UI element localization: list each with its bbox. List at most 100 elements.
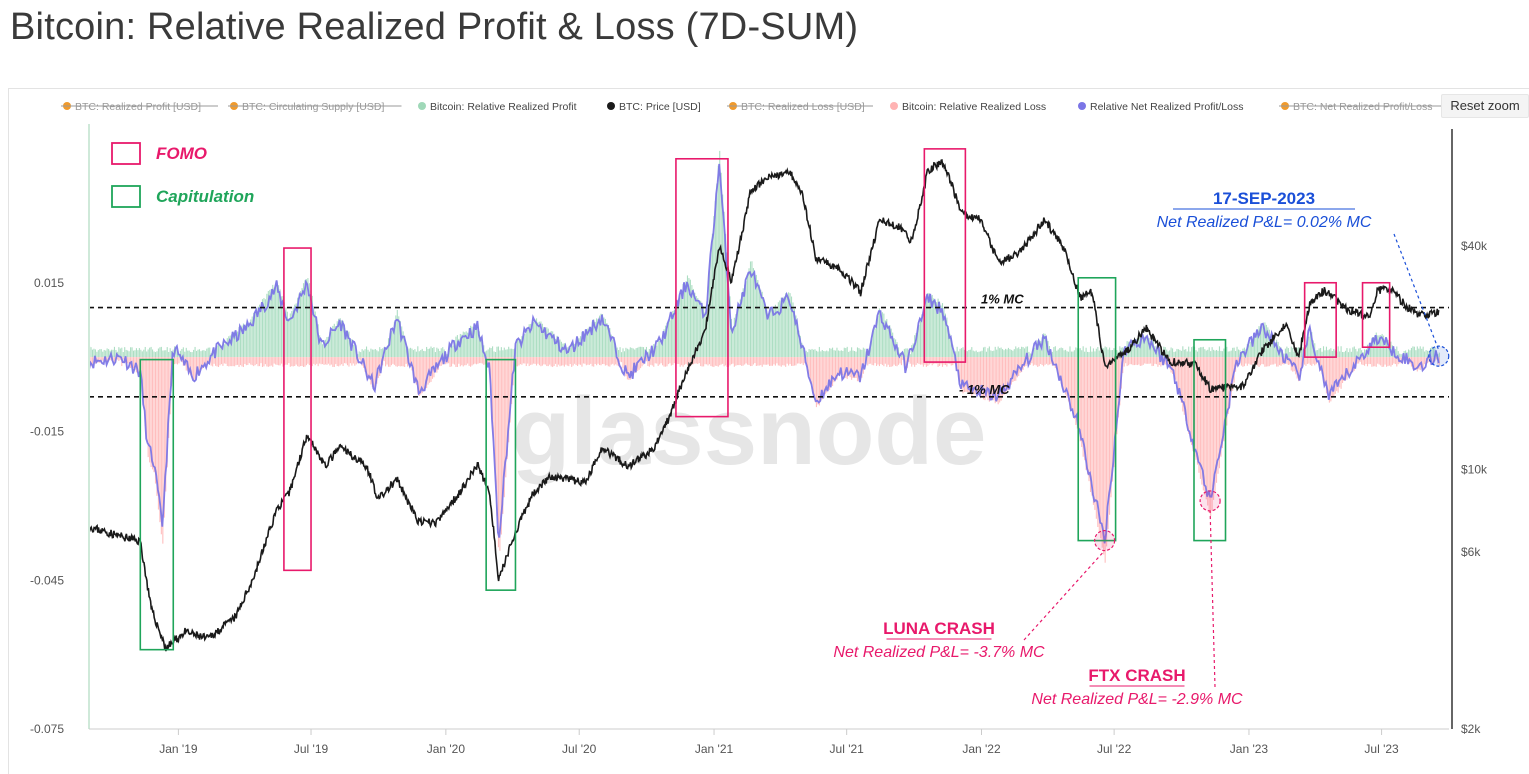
- profit-bar: [1166, 349, 1168, 358]
- loss-bar: [568, 357, 570, 367]
- loss-bar: [1151, 357, 1153, 367]
- reset-zoom-button[interactable]: Reset zoom: [1441, 94, 1529, 118]
- profit-bar: [194, 346, 196, 358]
- profit-bar: [1280, 347, 1282, 358]
- legend-item[interactable]: Relative Net Realized Profit/Loss: [1078, 101, 1244, 113]
- profit-bar: [990, 350, 992, 358]
- profit-bar: [1072, 351, 1074, 358]
- loss-bar: [651, 357, 653, 366]
- profit-bar: [757, 279, 759, 358]
- profit-bar: [516, 339, 519, 358]
- loss-bar: [392, 357, 394, 364]
- profit-bar: [1315, 350, 1317, 358]
- profit-bar: [256, 311, 258, 358]
- loss-bar: [401, 357, 403, 367]
- loss-bar: [1261, 357, 1263, 365]
- legend-item[interactable]: Bitcoin: Relative Realized Loss: [890, 101, 1046, 113]
- profit-bar: [1082, 346, 1084, 358]
- profit-bar: [676, 301, 678, 358]
- loss-bar: [1296, 357, 1298, 379]
- profit-bar: [858, 348, 860, 358]
- loss-bar: [1084, 357, 1086, 461]
- profit-bar: [766, 308, 768, 358]
- profit-bar: [465, 331, 467, 358]
- profit-bar: [1188, 346, 1190, 358]
- loss-bar: [448, 357, 450, 364]
- loss-bar: [191, 357, 193, 378]
- loss-bar: [1388, 357, 1391, 366]
- loss-bar: [1265, 357, 1267, 367]
- loss-bar: [1031, 357, 1033, 364]
- profit-bar: [956, 346, 958, 358]
- capitulation-box: [485, 358, 517, 591]
- profit-bar: [405, 345, 407, 358]
- loss-bar: [1385, 357, 1388, 367]
- loss-bar: [1400, 357, 1402, 364]
- loss-bar: [1368, 357, 1370, 365]
- profit-bar: [1043, 333, 1045, 358]
- loss-bar: [962, 357, 964, 394]
- profit-bar: [295, 303, 297, 358]
- profit-bar: [1248, 345, 1250, 358]
- profit-bar: [771, 307, 774, 358]
- profit-bar: [1252, 339, 1254, 358]
- loss-bar: [405, 357, 407, 364]
- profit-bar: [518, 339, 520, 358]
- profit-bar: [1069, 346, 1071, 358]
- profit-bar: [217, 343, 220, 358]
- profit-bar: [273, 287, 275, 358]
- profit-bar: [1182, 346, 1184, 358]
- profit-bar: [826, 350, 828, 358]
- loss-bar: [811, 357, 813, 390]
- profit-bar: [638, 346, 640, 358]
- profit-bar: [489, 347, 491, 358]
- loss-bar: [250, 357, 252, 365]
- loss-bar: [1208, 357, 1210, 513]
- legend-item[interactable]: BTC: Circulating Supply [USD]: [228, 101, 402, 113]
- profit-bar: [1400, 354, 1402, 358]
- profit-bar: [707, 286, 709, 358]
- price-series-group: [88, 158, 1440, 652]
- loss-bar: [300, 357, 302, 367]
- loss-bar: [827, 357, 829, 390]
- profit-bar: [596, 318, 598, 358]
- loss-bar: [1276, 357, 1278, 367]
- loss-bar: [201, 357, 203, 369]
- loss-bar: [472, 357, 475, 365]
- loss-bar: [1128, 357, 1130, 366]
- profit-bar: [1384, 339, 1386, 358]
- profit-bar: [423, 350, 425, 358]
- loss-bar: [714, 357, 716, 366]
- loss-bar: [867, 357, 869, 366]
- profit-bar: [1394, 349, 1396, 358]
- loss-bar: [319, 357, 321, 364]
- loss-bar: [1438, 357, 1440, 366]
- loss-bar: [723, 357, 725, 367]
- fomo-box: [1361, 281, 1391, 349]
- profit-bar: [332, 325, 334, 358]
- profit-bar: [906, 348, 908, 358]
- loss-bar: [752, 357, 754, 365]
- legend-item[interactable]: BTC: Net Realized Profit/Loss: [1279, 101, 1453, 113]
- loss-bar: [239, 357, 242, 366]
- profit-bar: [402, 331, 404, 358]
- profit-bar: [305, 279, 307, 358]
- profit-bar: [697, 298, 699, 358]
- loss-bar: [264, 357, 266, 365]
- loss-bar: [991, 357, 993, 400]
- profit-bar: [289, 313, 291, 358]
- loss-bar: [735, 357, 737, 366]
- loss-bar: [153, 357, 155, 473]
- fomo-box: [675, 157, 729, 418]
- loss-bar: [726, 357, 728, 367]
- loss-bar: [1044, 357, 1046, 365]
- profit-bar: [286, 311, 288, 358]
- legend-item[interactable]: BTC: Realized Profit [USD]: [61, 101, 218, 113]
- loss-bar: [707, 357, 709, 366]
- profit-bar: [412, 350, 414, 358]
- legend-item[interactable]: BTC: Realized Loss [USD]: [727, 101, 873, 113]
- loss-bar: [175, 357, 177, 364]
- legend-item[interactable]: BTC: Price [USD]: [607, 101, 701, 113]
- loss-bar: [1056, 357, 1058, 370]
- legend-item[interactable]: Bitcoin: Relative Realized Profit: [418, 101, 577, 113]
